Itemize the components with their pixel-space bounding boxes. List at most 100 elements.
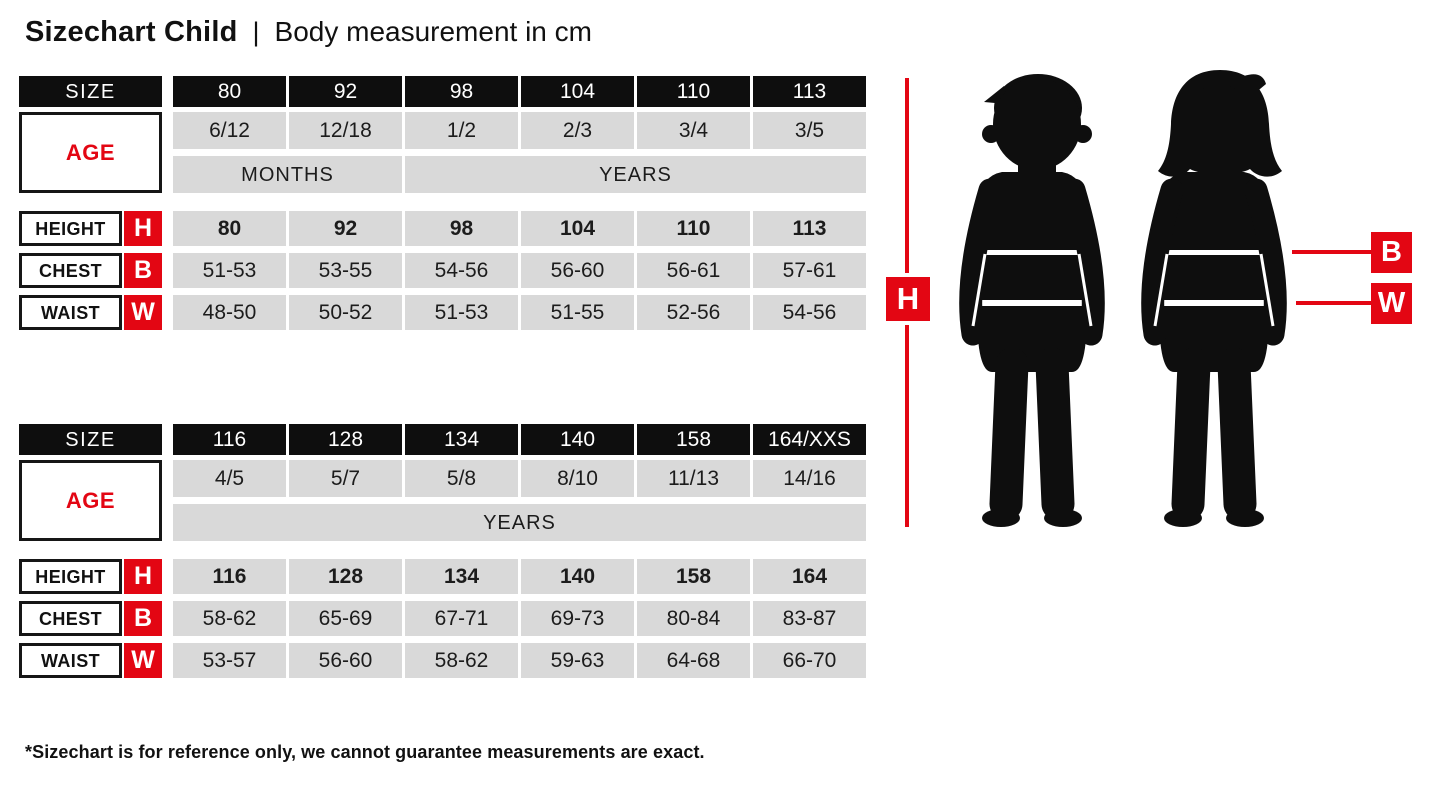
height-row: HEIGHT H 116 128 134 140 158 164 — [0, 559, 900, 594]
chest-label: CHEST — [19, 601, 122, 636]
age-cell: 4/5 — [173, 460, 286, 497]
girl-silhouette — [1141, 70, 1287, 527]
boy-silhouette — [959, 74, 1105, 527]
waist-cell: 48-50 — [173, 295, 286, 330]
chest-cell: 83-87 — [753, 601, 866, 636]
size-row: SIZE 116 128 134 140 158 164/XXS — [0, 424, 900, 455]
size-cell: 140 — [521, 424, 634, 455]
chest-code-marker: B — [1371, 232, 1412, 273]
waist-label: WAIST — [19, 643, 122, 678]
waist-cell: 66-70 — [753, 643, 866, 678]
waist-code-badge: W — [124, 295, 162, 330]
chest-code-badge: B — [124, 601, 162, 636]
size-cell: 110 — [637, 76, 750, 107]
size-header-label: SIZE — [19, 424, 162, 455]
size-cell: 116 — [173, 424, 286, 455]
age-units-row: MONTHS YEARS — [0, 156, 900, 193]
size-cell: 128 — [289, 424, 402, 455]
size-cell: 164/XXS — [753, 424, 866, 455]
height-cell: 134 — [405, 559, 518, 594]
age-cell: 14/16 — [753, 460, 866, 497]
footnote: *Sizechart is for reference only, we can… — [25, 742, 705, 762]
age-cell: 6/12 — [173, 112, 286, 149]
height-code-badge: H — [124, 559, 162, 594]
age-header-label: AGE — [19, 460, 162, 541]
chest-cell: 67-71 — [405, 601, 518, 636]
age-cell: 2/3 — [521, 112, 634, 149]
height-measure-line-top — [905, 78, 909, 273]
page-title: Sizechart Child — [25, 16, 238, 48]
waist-cell: 51-53 — [405, 295, 518, 330]
height-cell: 113 — [753, 211, 866, 246]
waist-cell: 59-63 — [521, 643, 634, 678]
waist-code-badge: W — [124, 643, 162, 678]
waist-row: WAIST W 48-50 50-52 51-53 51-55 52-56 54… — [0, 295, 900, 330]
size-cell: 98 — [405, 76, 518, 107]
waist-cell: 64-68 — [637, 643, 750, 678]
waist-cell: 50-52 — [289, 295, 402, 330]
age-header-label: AGE — [19, 112, 162, 193]
age-unit-years: YEARS — [405, 156, 866, 193]
waist-cell: 51-55 — [521, 295, 634, 330]
chest-cell: 80-84 — [637, 601, 750, 636]
age-cell: 3/4 — [637, 112, 750, 149]
size-cell: 80 — [173, 76, 286, 107]
waist-row: WAIST W 53-57 56-60 58-62 59-63 64-68 66… — [0, 643, 900, 678]
waist-cell: 58-62 — [405, 643, 518, 678]
height-label: HEIGHT — [19, 211, 122, 246]
chest-label: CHEST — [19, 253, 122, 288]
age-cell: 12/18 — [289, 112, 402, 149]
height-code-marker: H — [886, 277, 930, 321]
waist-measure-line — [1296, 301, 1371, 305]
chest-row: CHEST B 58-62 65-69 67-71 69-73 80-84 83… — [0, 601, 900, 636]
height-cell: 80 — [173, 211, 286, 246]
chest-cell: 65-69 — [289, 601, 402, 636]
size-header-label: SIZE — [19, 76, 162, 107]
waist-label: WAIST — [19, 295, 122, 330]
height-cell: 92 — [289, 211, 402, 246]
chest-cell: 51-53 — [173, 253, 286, 288]
size-row: SIZE 80 92 98 104 110 113 — [0, 76, 900, 107]
size-cell: 113 — [753, 76, 866, 107]
height-row: HEIGHT H 80 92 98 104 110 113 — [0, 211, 900, 246]
size-cell: 104 — [521, 76, 634, 107]
waist-cell: 53-57 — [173, 643, 286, 678]
waist-code-marker: W — [1371, 283, 1412, 324]
age-values-row: 4/5 5/7 5/8 8/10 11/13 14/16 — [0, 460, 900, 497]
age-cell: 5/8 — [405, 460, 518, 497]
age-cell: 11/13 — [637, 460, 750, 497]
waist-cell: 56-60 — [289, 643, 402, 678]
chest-row: CHEST B 51-53 53-55 54-56 56-60 56-61 57… — [0, 253, 900, 288]
age-units-row: YEARS — [0, 504, 900, 541]
size-cell: 158 — [637, 424, 750, 455]
chest-cell: 56-60 — [521, 253, 634, 288]
height-cell: 110 — [637, 211, 750, 246]
age-cell: 8/10 — [521, 460, 634, 497]
height-measure-line-bottom — [905, 325, 909, 527]
chest-measure-line — [1292, 250, 1371, 254]
height-cell: 164 — [753, 559, 866, 594]
height-cell: 140 — [521, 559, 634, 594]
chest-cell: 58-62 — [173, 601, 286, 636]
height-cell: 116 — [173, 559, 286, 594]
title-separator: | — [252, 17, 260, 47]
age-cell: 5/7 — [289, 460, 402, 497]
size-cell: 92 — [289, 76, 402, 107]
chest-code-badge: B — [124, 253, 162, 288]
age-values-row: 6/12 12/18 1/2 2/3 3/4 3/5 — [0, 112, 900, 149]
waist-cell: 54-56 — [753, 295, 866, 330]
age-cell: 1/2 — [405, 112, 518, 149]
height-cell: 158 — [637, 559, 750, 594]
chest-cell: 69-73 — [521, 601, 634, 636]
height-cell: 98 — [405, 211, 518, 246]
page-header: Sizechart Child | Body measurement in cm — [25, 16, 592, 49]
size-cell: 134 — [405, 424, 518, 455]
age-unit-months: MONTHS — [173, 156, 402, 193]
waist-cell: 52-56 — [637, 295, 750, 330]
chest-cell: 56-61 — [637, 253, 750, 288]
height-cell: 128 — [289, 559, 402, 594]
page-subtitle: Body measurement in cm — [274, 16, 592, 47]
chest-cell: 54-56 — [405, 253, 518, 288]
chest-cell: 57-61 — [753, 253, 866, 288]
